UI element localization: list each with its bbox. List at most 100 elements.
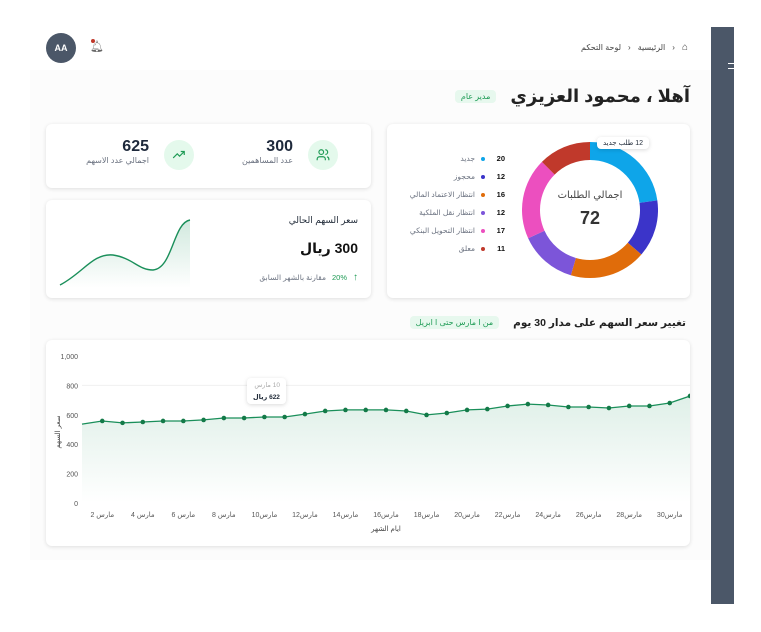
chart-tooltip: 10 مارس 622 ريال bbox=[247, 378, 286, 404]
trending-up-icon bbox=[164, 140, 194, 170]
legend-dot bbox=[481, 156, 485, 161]
y-tick-label: 400 bbox=[66, 442, 78, 449]
data-point[interactable] bbox=[444, 410, 450, 416]
data-point[interactable] bbox=[667, 400, 673, 406]
breadcrumb-home[interactable]: الرئيسية bbox=[637, 43, 666, 52]
x-tick-label: 16مارس bbox=[373, 512, 399, 519]
legend-value: 16 bbox=[496, 190, 505, 199]
data-point[interactable] bbox=[647, 403, 652, 409]
data-point[interactable] bbox=[343, 407, 348, 413]
y-tick-label: 1,000 bbox=[60, 354, 78, 361]
data-point[interactable] bbox=[140, 419, 146, 425]
legend-item: 17 انتظار التحويل البنكي bbox=[410, 226, 505, 235]
legend-label: انتظار الاعتماد المالي bbox=[409, 190, 475, 199]
x-axis-label: ايام الشهر bbox=[370, 526, 401, 533]
data-point[interactable] bbox=[403, 408, 409, 414]
change-label: مقارنة بالشهر السابق bbox=[259, 273, 326, 282]
data-point[interactable] bbox=[606, 405, 612, 411]
x-tick-label: 2 مارس bbox=[90, 512, 114, 519]
avatar[interactable]: AA bbox=[46, 33, 76, 63]
data-point[interactable] bbox=[485, 406, 490, 412]
legend-item: 11 معلق bbox=[459, 244, 505, 253]
donut-slice[interactable] bbox=[528, 230, 576, 276]
users-icon bbox=[308, 140, 338, 170]
total-shares-label: اجمالي عدد الاسهم bbox=[86, 156, 149, 165]
total-shares-count: 625 bbox=[122, 138, 149, 155]
page-title: آهلا ، محمود العزيزي bbox=[510, 86, 690, 106]
arrow-up-icon: ↑ bbox=[353, 272, 358, 283]
share-price-card: سعر السهم الحالي 300 ريال ↑ 20% مقارنة ب… bbox=[46, 200, 371, 298]
data-point[interactable] bbox=[302, 411, 308, 417]
data-point[interactable] bbox=[424, 412, 429, 418]
legend-label: جديد bbox=[460, 154, 475, 163]
y-tick-label: 800 bbox=[66, 383, 78, 390]
data-point[interactable] bbox=[241, 415, 247, 421]
data-point[interactable] bbox=[687, 393, 690, 399]
y-tick-label: 0 bbox=[74, 501, 78, 508]
legend-item: 12 محجوز bbox=[454, 172, 505, 181]
data-point[interactable] bbox=[363, 407, 369, 413]
legend-dot bbox=[481, 210, 485, 215]
x-tick-label: 26مارس bbox=[576, 512, 602, 519]
data-point[interactable] bbox=[262, 414, 267, 420]
data-point[interactable] bbox=[322, 408, 328, 414]
data-point[interactable] bbox=[566, 404, 571, 410]
share-price-value: 300 ريال bbox=[300, 240, 358, 256]
data-point[interactable] bbox=[99, 418, 105, 424]
legend-dot bbox=[481, 174, 485, 179]
shareholders-count: 300 bbox=[266, 138, 293, 155]
breadcrumb-current: لوحة التحكم bbox=[581, 43, 622, 52]
legend-value: 20 bbox=[496, 154, 505, 163]
data-point[interactable] bbox=[505, 403, 510, 409]
data-point[interactable] bbox=[201, 417, 206, 423]
role-badge: مدير عام bbox=[454, 90, 497, 103]
data-point[interactable] bbox=[545, 402, 551, 408]
donut-tooltip: 12 طلب جديد bbox=[597, 137, 650, 149]
x-tick-label: 28مارس bbox=[616, 512, 642, 519]
x-tick-label: 24مارس bbox=[535, 512, 561, 519]
legend-dot bbox=[481, 228, 485, 233]
legend-value: 12 bbox=[496, 172, 505, 181]
data-point[interactable] bbox=[383, 407, 389, 413]
price-chart-header: تغيير سعر السهم على مدار 30 يوم من ا مار… bbox=[409, 316, 686, 329]
breadcrumb: ⌂ ‹ الرئيسية ‹ لوحة التحكم bbox=[581, 42, 688, 53]
requests-card: اجمالي الطلبات 72 12 طلب جديد 20 جديد 12 مح… bbox=[387, 124, 690, 298]
range-badge: من ا مارس حتى ا ابريل bbox=[409, 316, 500, 329]
menu-icon[interactable] bbox=[728, 63, 734, 69]
x-tick-label: 10مارس bbox=[252, 512, 278, 519]
tooltip-date: 10 مارس bbox=[254, 382, 280, 389]
bell-icon[interactable]: 🔔︎ bbox=[90, 39, 104, 53]
donut-center-title: اجمالي الطلبات bbox=[557, 190, 623, 201]
page-header-row: آهلا ، محمود العزيزي مدير عام bbox=[454, 86, 690, 107]
area-fill bbox=[82, 396, 690, 503]
legend-label: معلق bbox=[458, 244, 475, 253]
legend-label: انتظار نقل الملكية bbox=[419, 208, 475, 217]
donut-slice[interactable] bbox=[590, 142, 658, 203]
donut-slice[interactable] bbox=[541, 142, 590, 175]
data-point[interactable] bbox=[120, 420, 125, 426]
donut-slice[interactable] bbox=[627, 200, 658, 255]
requests-legend: 20 جديد 12 محجوز 16 انتظار الاعتماد المالي 12 ا… bbox=[387, 154, 505, 264]
donut-slice[interactable] bbox=[522, 161, 555, 239]
change-percent: 20% bbox=[331, 273, 347, 282]
data-point[interactable] bbox=[181, 418, 186, 424]
data-point[interactable] bbox=[160, 418, 166, 424]
legend-value: 17 bbox=[496, 226, 505, 235]
legend-value: 12 bbox=[496, 208, 505, 217]
stats-card: 300 عدد المساهمين 625 اجمالي عدد الاسهم bbox=[46, 124, 371, 188]
home-icon[interactable]: ⌂ bbox=[681, 42, 688, 53]
data-point[interactable] bbox=[586, 404, 591, 410]
donut-slice[interactable] bbox=[570, 242, 642, 278]
x-tick-label: 6 مارس bbox=[172, 512, 196, 519]
data-point[interactable] bbox=[282, 414, 287, 420]
x-tick-label: 14مارس bbox=[333, 512, 359, 519]
data-point[interactable] bbox=[221, 415, 227, 421]
y-axis-label: سعر السهم bbox=[55, 415, 62, 448]
x-tick-label: 20مارس bbox=[454, 512, 480, 519]
data-point[interactable] bbox=[464, 407, 470, 413]
x-tick-label: 8 مارس bbox=[212, 512, 236, 519]
data-point[interactable] bbox=[525, 401, 531, 407]
data-point[interactable] bbox=[626, 403, 632, 409]
share-price-title: سعر السهم الحالي bbox=[288, 215, 358, 225]
y-tick-label: 200 bbox=[66, 472, 78, 479]
